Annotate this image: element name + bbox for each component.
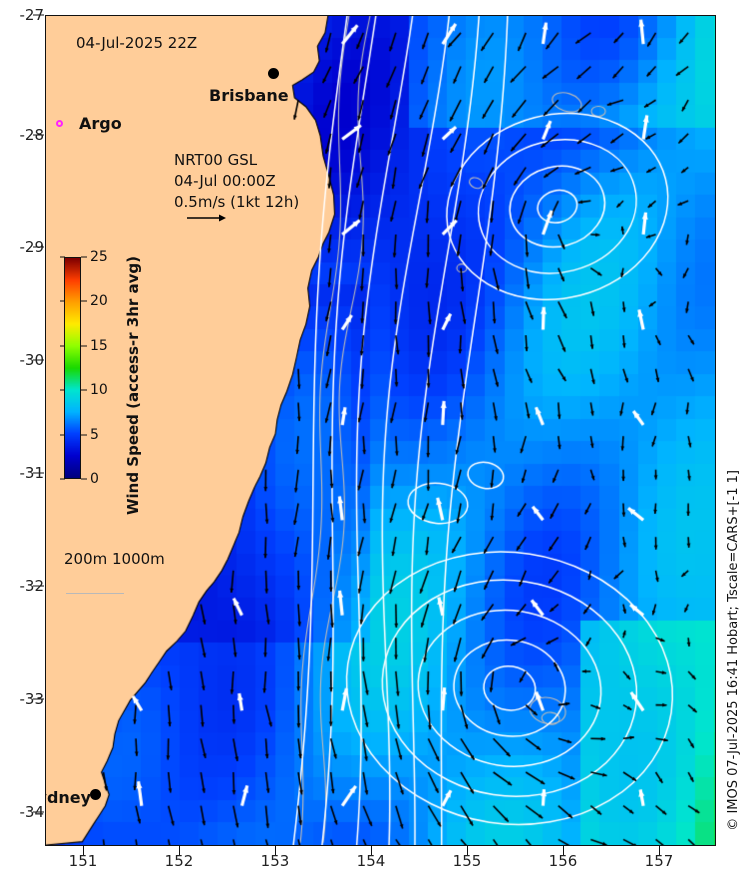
x-tick-label: 156 (548, 852, 578, 870)
y-tick-mark (33, 472, 44, 474)
x-tick-label: 154 (356, 852, 386, 870)
colorbar-tick-label: 10 (90, 382, 108, 399)
y-tick-label: -27 (19, 6, 45, 24)
wind-speed-raster (46, 16, 715, 845)
colorbar-tick-mark (81, 389, 87, 391)
y-tick-mark (33, 585, 44, 587)
colorbar-tick-label: 15 (90, 337, 108, 354)
colorbar-tick-mark (81, 256, 87, 258)
x-tick-label: 153 (260, 852, 290, 870)
x-tick-label: 151 (68, 852, 98, 870)
x-tick-mark (275, 846, 276, 855)
timestamp-label: 04-Jul-2025 22Z (76, 34, 198, 52)
x-tick-label: 152 (164, 852, 194, 870)
city-label-sydney: Sydney (46, 788, 92, 807)
colorbar-tick-mark (60, 300, 65, 302)
colorbar-tick-mark (60, 256, 65, 258)
city-marker-sydney (90, 789, 101, 800)
y-tick-label: -28 (19, 126, 45, 144)
y-tick-mark (33, 811, 44, 813)
x-tick-label: 157 (644, 852, 674, 870)
x-tick-label: 155 (452, 852, 482, 870)
y-tick-mark (33, 359, 44, 361)
y-tick-mark (33, 14, 44, 16)
colorbar-title: Wind Speed (access-r 3hr avg) (124, 256, 142, 516)
colorbar-tick-mark (60, 434, 65, 436)
y-tick-label: -32 (19, 577, 45, 595)
vector-reference-label: NRT00 GSL 04-Jul 00:00Z 0.5m/s (1kt 12h) (174, 151, 300, 211)
y-tick-label: -33 (19, 690, 45, 708)
argo-legend-marker-icon (56, 120, 63, 127)
y-tick-label: -34 (19, 803, 45, 821)
y-tick-label: -30 (19, 351, 45, 369)
colorbar-tick-mark (60, 345, 65, 347)
colorbar-tick-mark (81, 478, 87, 480)
vector-reference-arrow-icon (187, 214, 226, 222)
colorbar-tick-label: 5 (90, 426, 99, 443)
x-tick-mark (179, 846, 180, 855)
colorbar: 0 5 10 15 20 25 Wind Speed (access-r 3hr avg) (60, 238, 174, 515)
y-tick-mark (33, 134, 44, 136)
y-tick-label: -31 (19, 464, 45, 482)
colorbar-tick-mark (81, 345, 87, 347)
x-tick-mark (371, 846, 372, 855)
colorbar-tick-label: 25 (90, 249, 108, 265)
city-marker-brisbane (268, 68, 279, 79)
x-tick-mark (83, 846, 84, 855)
colorbar-tick-mark (81, 434, 87, 436)
colorbar-gradient (64, 257, 81, 479)
colorbar-tick-mark (60, 478, 65, 480)
city-label-brisbane: Brisbane (209, 86, 289, 105)
bathymetry-key-label: 200m 1000m (64, 550, 165, 568)
colorbar-tick-mark (81, 300, 87, 302)
colorbar-tick-label: 0 (90, 471, 99, 487)
x-tick-mark (563, 846, 564, 855)
x-tick-mark (467, 846, 468, 855)
colorbar-tick-label: 20 (90, 293, 108, 310)
copyright-label: © IMOS 07-Jul-2025 16:41 Hobart; Tscale=… (726, 470, 741, 831)
y-tick-mark (33, 698, 44, 700)
map-plot-area[interactable]: 04-Jul-2025 22Z Argo NRT00 GSL 04-Jul 00… (45, 15, 716, 846)
colorbar-tick-mark (60, 389, 65, 391)
bathymetry-key-line (66, 593, 124, 594)
x-tick-mark (659, 846, 660, 855)
y-tick-mark (33, 246, 44, 248)
argo-legend-label: Argo (79, 114, 122, 133)
y-tick-label: -29 (19, 238, 45, 256)
